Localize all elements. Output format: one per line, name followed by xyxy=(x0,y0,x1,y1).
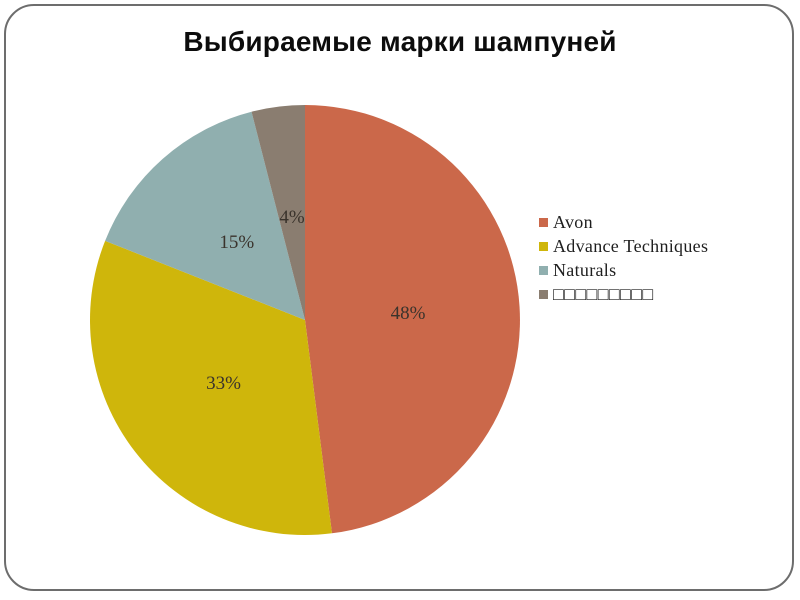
legend-label: □□□□□□□□□ xyxy=(553,283,654,304)
legend-swatch xyxy=(539,217,548,227)
legend-item-0: Avon xyxy=(539,210,708,234)
legend: Avon Advance Techniques Naturals □□□□□□□□□ xyxy=(539,210,708,306)
pie-slice-value-label: 48% xyxy=(391,303,426,324)
pie-slice-0 xyxy=(305,105,520,534)
legend-item-2: Naturals xyxy=(539,258,708,282)
legend-item-1: Advance Techniques xyxy=(539,234,708,258)
legend-label: Naturals xyxy=(553,259,617,280)
legend-label: Avon xyxy=(553,211,593,232)
pie-slice-2 xyxy=(105,111,305,320)
chart-title: Выбираемые марки шампуней xyxy=(183,26,617,57)
pie-slice-3 xyxy=(251,105,305,320)
legend-swatch xyxy=(539,289,548,299)
pie-slice-value-label: 4% xyxy=(279,207,305,228)
pie-slice-1 xyxy=(90,240,332,535)
legend-swatch xyxy=(539,241,548,251)
legend-swatch xyxy=(539,265,548,275)
pie-chart: 48% 33% 15% 4% xyxy=(90,105,520,535)
legend-item-3: □□□□□□□□□ xyxy=(539,282,708,306)
legend-label: Advance Techniques xyxy=(553,235,709,256)
pie-slice-value-label: 33% xyxy=(206,373,241,394)
pie-slice-value-label: 15% xyxy=(219,232,254,253)
